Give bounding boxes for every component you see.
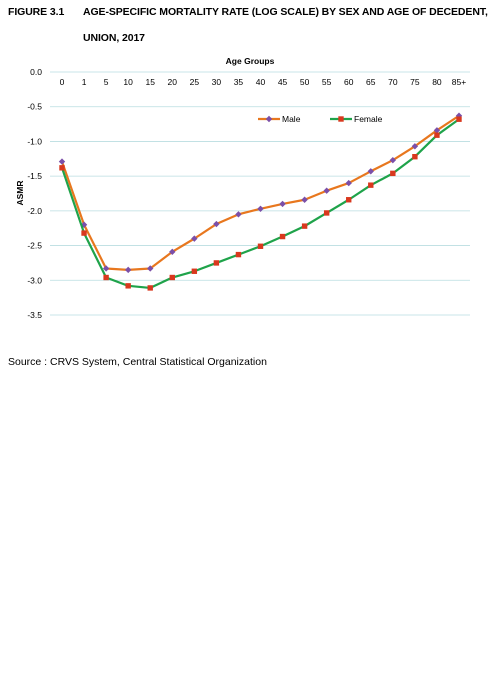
data-point	[390, 170, 396, 177]
legend-label: Female	[354, 114, 383, 124]
y-tick-label: 0.0	[30, 67, 42, 77]
data-point	[301, 196, 308, 203]
x-axis-ticks: 0 1 5 10 15 20 25 30 35 40 45 50 55 60 65 70 75 80 85+	[60, 77, 467, 87]
data-point	[81, 230, 87, 236]
data-point	[147, 285, 153, 291]
x-tick-label: 20	[168, 77, 178, 87]
data-point	[58, 158, 66, 165]
x-tick-label: 35	[234, 77, 244, 87]
y-axis-ticks: 0.0 -0.5 -1.0 -1.5 -2.0 -2.5 -3.0 -3.5	[27, 67, 42, 320]
x-tick-label: 10	[123, 77, 133, 87]
y-tick-label: -2.0	[27, 206, 42, 216]
data-point	[235, 211, 242, 218]
data-point	[103, 274, 109, 281]
x-tick-label: 40	[256, 77, 266, 87]
data-point	[323, 187, 330, 194]
data-point	[169, 274, 175, 281]
data-point	[433, 127, 441, 134]
x-tick-label: 85+	[452, 77, 466, 87]
y-tick-label: -0.5	[27, 102, 42, 112]
x-tick-label: 65	[366, 77, 376, 87]
data-point	[411, 143, 419, 150]
x-tick-label: 60	[344, 77, 354, 87]
legend-item-female: Female	[330, 114, 383, 124]
x-tick-label: 50	[300, 77, 310, 87]
legend-label: Male	[282, 114, 301, 124]
asmr-line-chart: 0.0-0.5-1.0-1.5-2.0-2.5-3.0-3.5 0 1 5 10 15 2…	[15, 56, 470, 320]
x-axis-label: Age Groups	[226, 56, 275, 66]
figure-label: FIGURE 3.1	[8, 6, 65, 18]
x-tick-label: 1	[82, 77, 87, 87]
x-tick-label: 15	[145, 77, 155, 87]
figure-title-line-1: AGE-SPECIFIC MORTALITY RATE (LOG SCALE) …	[83, 6, 488, 18]
data-point	[346, 197, 352, 203]
y-tick-label: -1.5	[27, 171, 42, 181]
x-tick-label: 30	[212, 77, 222, 87]
data-point	[279, 200, 286, 208]
chart-series	[58, 112, 463, 291]
x-tick-label: 55	[322, 77, 332, 87]
data-point	[455, 112, 463, 119]
data-point	[169, 248, 176, 256]
legend-marker	[265, 115, 273, 123]
data-point	[257, 205, 264, 212]
data-point	[279, 233, 286, 240]
x-tick-label: 0	[60, 77, 65, 87]
data-point	[368, 182, 374, 188]
legend-marker	[338, 116, 344, 122]
chart-gridlines	[50, 71, 470, 316]
x-tick-label: 70	[388, 77, 398, 87]
data-point	[434, 132, 440, 138]
figure-title-line-2: UNION, 2017	[83, 32, 145, 44]
data-point	[456, 116, 462, 122]
data-point	[213, 220, 220, 228]
data-point	[213, 260, 220, 266]
data-point	[345, 179, 352, 187]
data-point	[102, 265, 110, 272]
data-point	[124, 266, 132, 274]
series-male	[58, 112, 463, 274]
x-tick-label: 5	[104, 77, 109, 87]
data-point	[80, 221, 88, 228]
y-tick-label: -2.5	[27, 241, 42, 251]
x-tick-label: 80	[432, 77, 442, 87]
y-tick-label: -3.5	[27, 310, 42, 320]
x-tick-label: 75	[410, 77, 420, 87]
series-line	[60, 118, 460, 290]
data-point	[191, 235, 198, 242]
data-point	[412, 154, 418, 160]
y-axis-label: ASMR	[15, 180, 25, 205]
series-female	[59, 116, 462, 291]
source-note: Source : CRVS System, Central Statistica…	[8, 356, 267, 368]
y-tick-label: -1.0	[27, 136, 42, 146]
data-point	[191, 268, 198, 274]
data-point	[235, 251, 242, 258]
y-tick-label: -3.0	[27, 275, 42, 285]
data-point	[257, 243, 264, 249]
legend-item-male: Male	[258, 114, 301, 124]
data-point	[367, 168, 374, 175]
x-tick-label: 45	[278, 77, 288, 87]
x-tick-label: 25	[190, 77, 200, 87]
data-point	[147, 265, 154, 272]
data-point	[323, 210, 330, 216]
chart-legend: Male Female	[258, 114, 383, 124]
data-point	[301, 223, 308, 229]
data-point	[125, 283, 131, 289]
data-point	[59, 165, 65, 171]
